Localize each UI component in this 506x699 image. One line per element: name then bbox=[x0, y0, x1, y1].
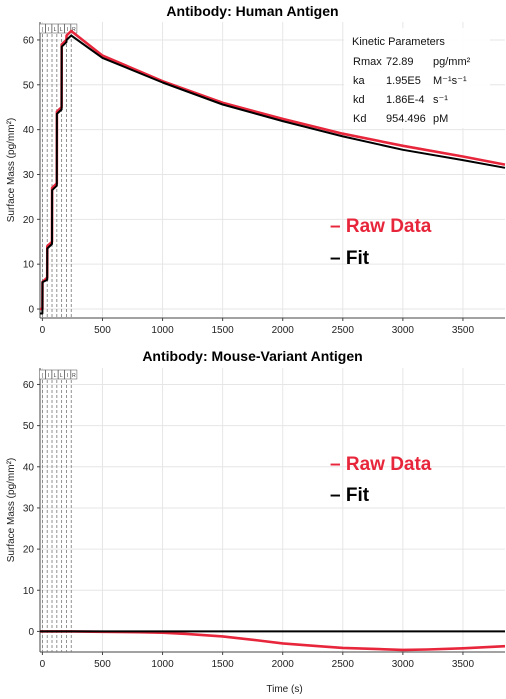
x-tick-label: 2000 bbox=[272, 659, 295, 670]
injection-label-box bbox=[58, 23, 65, 34]
y-tick-label: 20 bbox=[23, 545, 35, 556]
kinetic-parameters-box: Kinetic Parameters Rmax 72.89 pg/mm² ka 1.95E… bbox=[344, 28, 490, 128]
kinetic-parameter-unit: pM bbox=[433, 113, 448, 125]
kinetic-parameter-value: 954.496 bbox=[386, 113, 426, 125]
y-axis-label: Surface Mass (pg/mm²) bbox=[6, 458, 17, 562]
fit-series-line bbox=[40, 34, 506, 315]
y-axis-label: Surface Mass (pg/mm²) bbox=[6, 118, 17, 222]
legend: – Raw Data – Fit bbox=[330, 216, 432, 269]
x-tick-label: 1000 bbox=[151, 325, 174, 336]
chart-title: Antibody: Mouse-Variant Antigen bbox=[142, 348, 362, 364]
injection-label: I bbox=[48, 27, 49, 33]
y-tick-label: 50 bbox=[23, 80, 35, 91]
legend: – Raw Data – Fit bbox=[330, 454, 432, 506]
x-tick-label: 0 bbox=[40, 325, 46, 336]
injection-label: I bbox=[67, 373, 68, 379]
y-tick-label: 60 bbox=[23, 35, 35, 46]
injection-label-box bbox=[70, 369, 78, 380]
x-tick-label: 2500 bbox=[332, 325, 355, 336]
legend-raw-data-label: – Raw Data bbox=[330, 216, 432, 237]
x-tick-label: 2000 bbox=[272, 325, 295, 336]
y-tick-label: 30 bbox=[23, 170, 35, 181]
injection-label: I bbox=[67, 27, 68, 33]
kinetic-parameter-value: 72.89 bbox=[386, 56, 414, 68]
chart-title: Antibody: Human Antigen bbox=[166, 3, 338, 19]
kinetic-parameter-unit: s⁻¹ bbox=[433, 94, 448, 106]
x-tick-label: 1500 bbox=[212, 659, 235, 670]
y-tick-label: 10 bbox=[23, 586, 35, 597]
y-tick-label: 20 bbox=[23, 215, 35, 226]
kinetic-parameter-value: 1.86E-4 bbox=[386, 94, 425, 106]
legend-fit-label: – Fit bbox=[330, 485, 370, 506]
kinetic-parameter-name: ka bbox=[353, 75, 366, 87]
kinetic-parameter-name: Kd bbox=[353, 113, 366, 125]
x-tick-label: 0 bbox=[40, 659, 46, 670]
x-tick-label: 3000 bbox=[392, 325, 415, 336]
injection-label-box bbox=[58, 369, 65, 380]
x-tick-label: 500 bbox=[94, 325, 111, 336]
kinetic-parameter-value: 1.95E5 bbox=[386, 75, 421, 87]
injection-label: R bbox=[72, 27, 76, 33]
y-tick-label: 0 bbox=[28, 627, 34, 638]
kinetic-parameter-name: Rmax bbox=[353, 56, 382, 68]
injection-label: ( bbox=[42, 27, 44, 33]
x-tick-label: 3000 bbox=[392, 659, 415, 670]
x-tick-label: 500 bbox=[94, 659, 111, 670]
y-tick-label: 30 bbox=[23, 503, 35, 514]
kinetic-parameters-background bbox=[344, 28, 490, 128]
kinetic-parameter-unit: pg/mm² bbox=[433, 56, 471, 68]
legend-raw-data-label: – Raw Data bbox=[330, 454, 432, 475]
x-tick-label: 3500 bbox=[452, 325, 475, 336]
y-tick-label: 40 bbox=[23, 125, 35, 136]
y-tick-label: 0 bbox=[28, 305, 34, 316]
injection-label-box bbox=[39, 369, 46, 380]
x-tick-label: 3500 bbox=[452, 659, 475, 670]
legend-fit-label: – Fit bbox=[330, 248, 370, 269]
injection-label: L bbox=[54, 373, 57, 379]
y-tick-label: 10 bbox=[23, 260, 35, 271]
injection-label-strip: (I L L I R bbox=[39, 369, 78, 380]
kinetic-parameter-name: kd bbox=[353, 94, 365, 106]
x-tick-label: 1000 bbox=[151, 659, 174, 670]
injection-label: L bbox=[60, 373, 63, 379]
injection-label: L bbox=[54, 27, 57, 33]
y-tick-label: 60 bbox=[23, 380, 35, 391]
y-tick-label: 40 bbox=[23, 462, 35, 473]
raw-data-series-line bbox=[40, 630, 506, 652]
y-tick-label: 50 bbox=[23, 421, 35, 432]
injection-label-box bbox=[39, 23, 46, 34]
injection-label: R bbox=[72, 373, 76, 379]
injection-label: I bbox=[48, 373, 49, 379]
kinetic-parameter-unit: M⁻¹s⁻¹ bbox=[433, 75, 467, 87]
kinetic-parameters-header: Kinetic Parameters bbox=[352, 36, 445, 48]
injection-label: L bbox=[60, 27, 63, 33]
injection-label: ( bbox=[42, 373, 44, 379]
x-tick-label: 2500 bbox=[332, 659, 355, 670]
x-tick-label: 1500 bbox=[212, 325, 235, 336]
x-axis-label: Time (s) bbox=[266, 684, 302, 695]
